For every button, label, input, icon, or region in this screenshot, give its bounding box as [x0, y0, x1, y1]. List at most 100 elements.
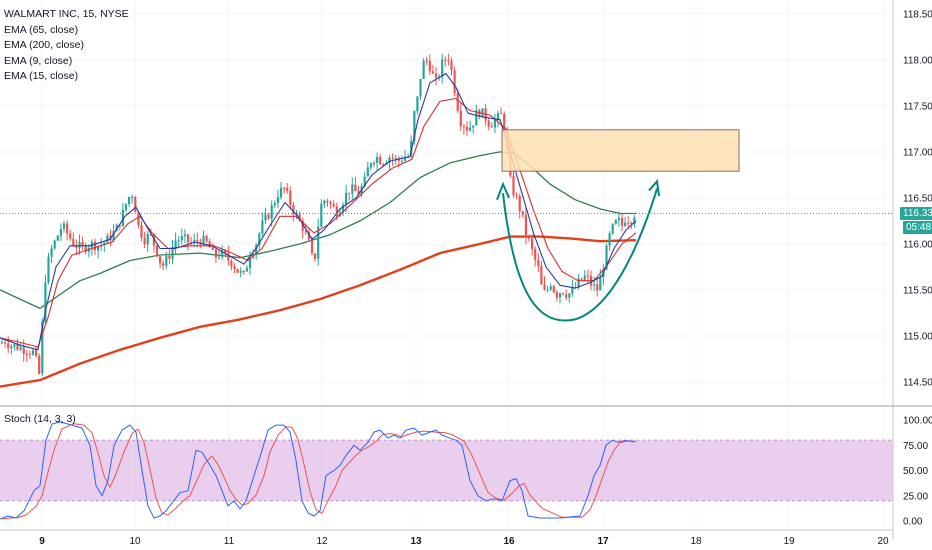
legend-ema-65[interactable]: EMA (65, close) [4, 23, 79, 36]
time-tick-6: 17 [597, 536, 609, 547]
stoch-legend[interactable]: Stoch (14, 3, 3) [4, 413, 76, 425]
stoch-band [0, 440, 893, 501]
candle-body [428, 60, 431, 72]
candle-body [624, 222, 627, 226]
candles [0, 53, 636, 377]
candle-body [13, 344, 16, 347]
candle-body [128, 197, 131, 205]
stoch-tick-4: 0.00 [903, 517, 923, 528]
candle-body [317, 226, 320, 259]
ema-9-line [0, 73, 637, 351]
candle-body [38, 355, 41, 374]
stoch-lines [0, 421, 637, 520]
candle-body [4, 342, 7, 344]
stoch-tick-3: 25.00 [903, 491, 928, 502]
legend-ema-200[interactable]: EMA (200, close) [4, 39, 84, 51]
candle-body [413, 111, 416, 141]
candle-body [115, 224, 118, 232]
resistance-box[interactable] [501, 129, 740, 172]
candle-body [422, 60, 425, 79]
candle-body [335, 206, 338, 217]
candle-body [245, 268, 248, 272]
candle-body [469, 127, 472, 131]
price-tick-6: 115.50 [903, 285, 932, 296]
candle-body [273, 203, 276, 206]
candle-body [106, 235, 109, 243]
candle-body [159, 256, 162, 264]
candle-body [369, 163, 372, 168]
candle-body [490, 126, 493, 128]
candle-body [558, 293, 562, 298]
candle-body [475, 110, 478, 126]
price-tick-3: 117.00 [903, 147, 932, 158]
candle-body [180, 236, 183, 241]
legend-ema-9[interactable]: EMA (9, close) [4, 54, 73, 67]
price-tick-8: 114.50 [903, 377, 932, 388]
candle-body [7, 343, 10, 349]
candle-body [137, 212, 140, 226]
candle-body [611, 223, 614, 234]
candle-body [515, 195, 518, 197]
candle-body [630, 222, 633, 225]
candle-body [93, 241, 97, 251]
time-tick-8: 19 [783, 536, 795, 547]
candle-body [255, 245, 258, 254]
candle-body [351, 184, 354, 194]
legend-ema-15[interactable]: EMA (15, close) [4, 70, 79, 82]
candle-body [593, 284, 596, 286]
candle-body [425, 60, 428, 62]
price-axis: 118.50 118.00 117.50 117.00 116.50 116.00 115.… [903, 9, 932, 388]
candle-body [196, 239, 199, 242]
candle-body [388, 157, 391, 163]
candle-body [304, 231, 307, 233]
candle-body [314, 253, 317, 259]
candle-body [279, 187, 283, 198]
candle-body [391, 157, 394, 159]
candle-body [487, 120, 490, 127]
candle-body [481, 108, 484, 117]
ema-9-path [0, 73, 637, 351]
candle-body [382, 164, 385, 166]
candle-body [47, 256, 50, 283]
price-tick-0: 118.50 [903, 9, 932, 20]
candle-body [75, 245, 78, 248]
candle-body [10, 346, 13, 349]
candle-body [403, 156, 407, 161]
candle-body [465, 126, 469, 131]
candle-body [25, 353, 28, 355]
candle-body [298, 214, 301, 221]
candle-body [453, 70, 456, 94]
candle-body [537, 259, 540, 266]
candle-body [447, 60, 450, 62]
candle-body [496, 113, 500, 120]
candle-body [78, 241, 81, 248]
candle-body [565, 294, 568, 298]
stoch-k-line [0, 421, 635, 520]
candle-body [534, 248, 537, 260]
candle-body [233, 266, 236, 269]
candle-body [152, 234, 155, 246]
candle-body [267, 214, 270, 219]
cup-arrow-right [648, 179, 660, 197]
cup-curve [502, 188, 658, 322]
time-tick-4: 13 [410, 536, 422, 547]
cup-arrow-left [496, 181, 510, 201]
candle-body [503, 113, 506, 132]
candle-body [434, 73, 438, 78]
candle-body [596, 284, 599, 291]
candle-body [329, 202, 332, 205]
candle-body [310, 239, 314, 254]
candle-body [227, 253, 230, 261]
price-tick-4: 116.50 [903, 193, 932, 204]
candle-body [617, 218, 620, 221]
candle-body [444, 59, 447, 61]
candle-body [549, 286, 552, 290]
candle-body [97, 246, 100, 251]
candle-body [372, 162, 376, 164]
candle-body [518, 195, 521, 212]
candle-body [168, 255, 171, 259]
price-tick-1: 118.00 [903, 55, 932, 66]
cup-pattern[interactable] [496, 179, 660, 322]
candle-body [620, 218, 624, 226]
